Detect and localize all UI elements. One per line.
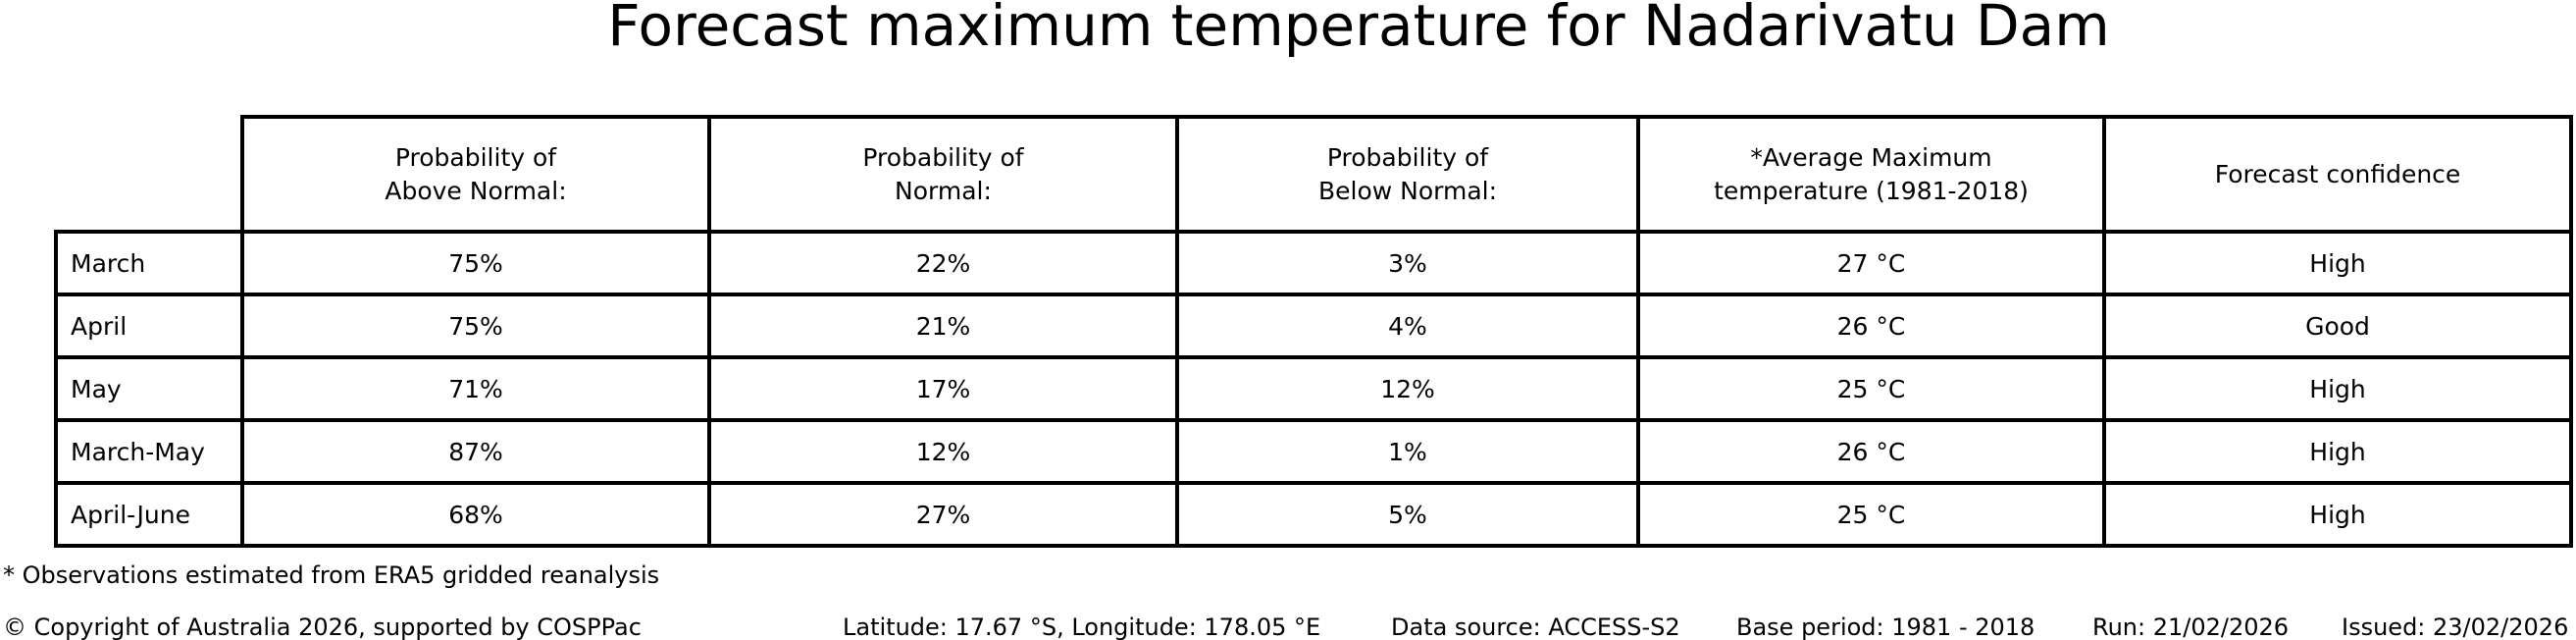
footer-bar: © Copyright of Australia 2026, supported… bbox=[0, 613, 2576, 640]
cell-prob-below: 4% bbox=[1175, 293, 1640, 359]
footer-issued-date: Issued: 23/02/2026 bbox=[2342, 613, 2569, 640]
cell-avg-temp: 27 °C bbox=[1636, 230, 2106, 296]
footer-location: Latitude: 17.67 °S, Longitude: 178.05 °E bbox=[843, 613, 1321, 640]
footer-base-period: Base period: 1981 - 2018 bbox=[1736, 613, 2035, 640]
cell-prob-above: 75% bbox=[240, 230, 711, 296]
table-row-april: April 75% 21% 4% 26 °C Good bbox=[54, 293, 2573, 359]
cell-prob-normal: 21% bbox=[707, 293, 1179, 359]
table-row-may: May 71% 17% 12% 25 °C High bbox=[54, 355, 2573, 422]
cell-prob-above: 68% bbox=[240, 481, 711, 548]
cell-prob-normal: 27% bbox=[707, 481, 1179, 548]
cell-confidence: High bbox=[2102, 355, 2573, 422]
cell-confidence: High bbox=[2102, 230, 2573, 296]
footnote-observations: * Observations estimated from ERA5 gridd… bbox=[3, 561, 660, 589]
header-cell-probability-normal: Probability of Normal: bbox=[707, 115, 1179, 234]
header-cell-average-max-temperature: *Average Maximum temperature (1981-2018) bbox=[1636, 115, 2106, 234]
table-row-march-may: March-May 87% 12% 1% 26 °C High bbox=[54, 418, 2573, 485]
cell-prob-below: 3% bbox=[1175, 230, 1640, 296]
cell-prob-normal: 17% bbox=[707, 355, 1179, 422]
cell-avg-temp: 25 °C bbox=[1636, 481, 2106, 548]
row-label: May bbox=[54, 355, 244, 422]
header-cell-probability-below-normal: Probability of Below Normal: bbox=[1175, 115, 1640, 234]
footer-data-source: Data source: ACCESS-S2 bbox=[1391, 613, 1680, 640]
cell-avg-temp: 25 °C bbox=[1636, 355, 2106, 422]
cell-prob-normal: 12% bbox=[707, 418, 1179, 485]
cell-confidence: Good bbox=[2102, 293, 2573, 359]
cell-prob-above: 87% bbox=[240, 418, 711, 485]
cell-confidence: High bbox=[2102, 481, 2573, 548]
row-label: April bbox=[54, 293, 244, 359]
cell-confidence: High bbox=[2102, 418, 2573, 485]
row-label: April-June bbox=[54, 481, 244, 548]
cell-prob-above: 75% bbox=[240, 293, 711, 359]
footer-run-date: Run: 21/02/2026 bbox=[2092, 613, 2290, 640]
cell-avg-temp: 26 °C bbox=[1636, 293, 2106, 359]
table-row-april-june: April-June 68% 27% 5% 25 °C High bbox=[54, 481, 2573, 548]
table-row-march: March 75% 22% 3% 27 °C High bbox=[54, 230, 2573, 296]
cell-prob-below: 5% bbox=[1175, 481, 1640, 548]
cell-prob-below: 1% bbox=[1175, 418, 1640, 485]
row-label: March-May bbox=[54, 418, 244, 485]
header-cell-probability-above-normal: Probability of Above Normal: bbox=[240, 115, 711, 234]
cell-prob-normal: 22% bbox=[707, 230, 1179, 296]
row-label: March bbox=[54, 230, 244, 296]
cell-prob-above: 71% bbox=[240, 355, 711, 422]
cell-avg-temp: 26 °C bbox=[1636, 418, 2106, 485]
footer-copyright: © Copyright of Australia 2026, supported… bbox=[3, 613, 642, 640]
header-cell-forecast-confidence: Forecast confidence bbox=[2102, 115, 2573, 234]
page-title: Forecast maximum temperature for Nadariv… bbox=[607, 0, 2110, 59]
forecast-table: Probability of Above Normal: Probability… bbox=[54, 115, 2573, 548]
header-corner-cell bbox=[56, 117, 242, 232]
cell-prob-below: 12% bbox=[1175, 355, 1640, 422]
header-row: Probability of Above Normal: Probability… bbox=[56, 115, 2573, 234]
